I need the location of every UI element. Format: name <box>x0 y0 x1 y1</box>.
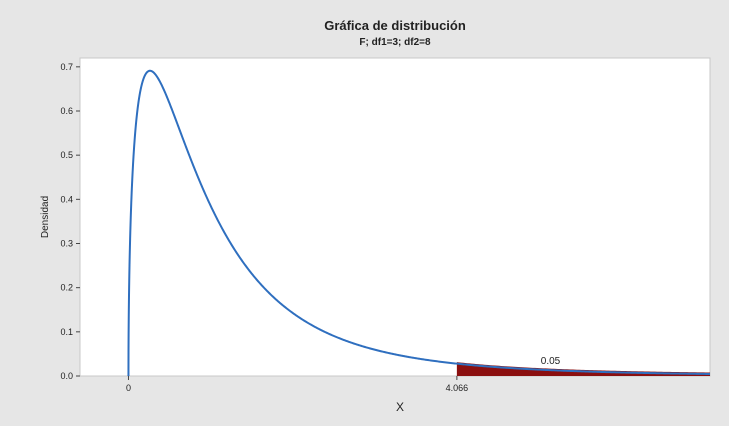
y-tick-label: 0.2 <box>60 283 73 293</box>
y-tick-label: 0.3 <box>60 239 73 249</box>
chart-title: Gráfica de distribución <box>324 18 466 33</box>
x-axis: 0 4.066 <box>126 376 468 393</box>
y-tick-label: 0.6 <box>60 106 73 116</box>
y-tick-label: 0.4 <box>60 194 73 204</box>
y-tick-label: 0.7 <box>60 62 73 72</box>
chart-subtitle: F; df1=3; df2=8 <box>359 37 431 48</box>
x-axis-label: X <box>396 400 404 414</box>
plot-area <box>79 57 711 377</box>
y-axis: 0.0 0.1 0.2 0.3 0.4 0.5 0.6 0.7 <box>60 62 80 381</box>
tail-area-label: 0.05 <box>541 356 561 367</box>
y-axis-label: Densidad <box>40 196 51 238</box>
x-tick-label: 0 <box>126 383 131 393</box>
y-tick-label: 0.0 <box>60 371 73 381</box>
y-tick-label: 0.5 <box>60 150 73 160</box>
density-curve <box>127 69 711 377</box>
x-tick-label: 4.066 <box>446 383 469 393</box>
y-tick-label: 0.1 <box>60 327 73 337</box>
